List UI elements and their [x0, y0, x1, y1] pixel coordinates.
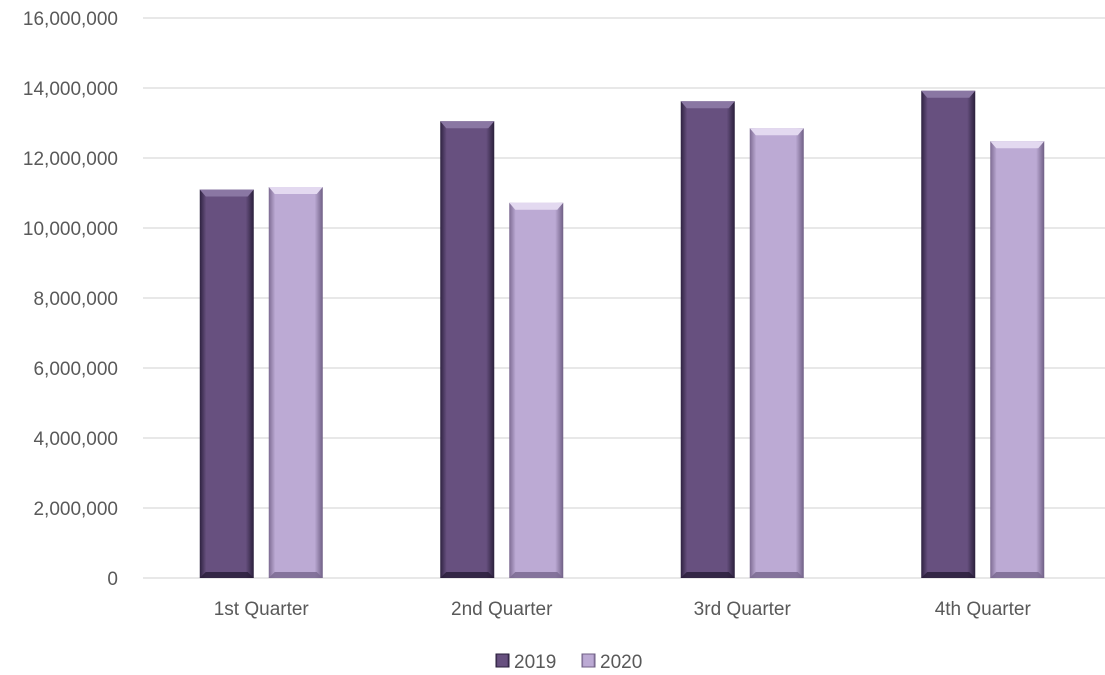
bar-2020-3rd-quarter [749, 128, 804, 578]
legend-label: 2020 [600, 652, 642, 673]
y-axis-tick-labels: 0 2,000,000 4,000,000 6,000,000 8,000,000 10,… [23, 9, 118, 590]
y-tick-label: 2,000,000 [33, 499, 118, 520]
y-tick-label: 8,000,000 [33, 289, 118, 310]
y-tick-label: 16,000,000 [23, 9, 118, 30]
legend-swatch [581, 653, 596, 668]
bar-2019-3rd-quarter [680, 101, 735, 579]
y-tick-label: 14,000,000 [23, 79, 118, 100]
x-axis-category-labels: 1st Quarter 2nd Quarter 3rd Quarter 4th Qua… [214, 599, 1032, 620]
x-category-label: 2nd Quarter [451, 599, 553, 620]
y-tick-label: 0 [107, 569, 118, 590]
legend: 2019 2020 [495, 652, 642, 673]
bar-2019-2nd-quarter [440, 121, 495, 578]
bar-2020-2nd-quarter [509, 202, 564, 579]
bar-2020-4th-quarter [990, 141, 1045, 578]
x-category-label: 4th Quarter [935, 599, 1032, 620]
bar-2019-4th-quarter [921, 90, 976, 579]
x-category-label: 3rd Quarter [694, 599, 792, 620]
y-tick-label: 10,000,000 [23, 219, 118, 240]
legend-swatch [495, 653, 510, 668]
legend-label: 2019 [514, 652, 556, 673]
y-tick-label: 4,000,000 [33, 429, 118, 450]
y-tick-label: 12,000,000 [23, 149, 118, 170]
bars [199, 90, 1045, 579]
legend-item-2020: 2020 [581, 652, 642, 673]
bar-2019-1st-quarter [199, 189, 254, 578]
bar-2020-1st-quarter [268, 187, 323, 579]
legend-item-2019: 2019 [495, 652, 556, 673]
x-category-label: 1st Quarter [214, 599, 310, 620]
y-tick-label: 6,000,000 [33, 359, 118, 380]
